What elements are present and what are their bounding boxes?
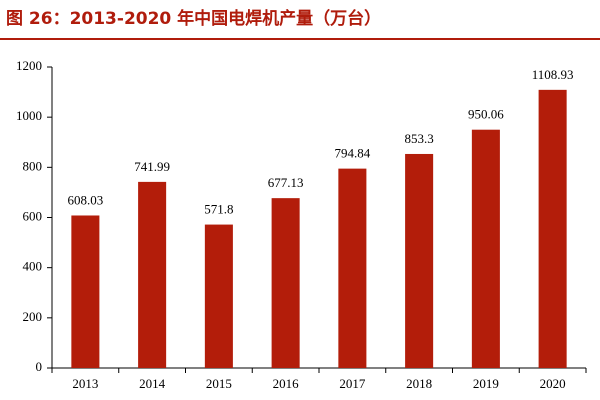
bar — [271, 198, 300, 368]
y-tick-label: 0 — [36, 359, 43, 374]
y-tick-label: 600 — [23, 208, 43, 223]
bar — [338, 168, 367, 368]
x-tick-label: 2015 — [206, 376, 232, 391]
bar — [471, 129, 500, 368]
x-tick-label: 2014 — [139, 376, 166, 391]
x-tick-label: 2017 — [339, 376, 366, 391]
bar — [71, 215, 100, 368]
y-tick-label: 1000 — [16, 108, 42, 123]
data-label: 741.99 — [134, 159, 170, 174]
bar — [405, 153, 434, 368]
data-label: 608.03 — [68, 192, 104, 207]
data-label: 571.8 — [204, 202, 233, 217]
data-label: 950.06 — [468, 107, 504, 122]
bar — [138, 181, 167, 368]
bar — [204, 224, 233, 368]
data-label: 794.84 — [335, 146, 371, 161]
y-tick-label: 800 — [23, 158, 43, 173]
x-tick-label: 2019 — [473, 376, 499, 391]
data-label: 1108.93 — [532, 67, 574, 82]
x-tick-label: 2018 — [406, 376, 432, 391]
data-label: 853.3 — [405, 131, 434, 146]
data-label: 677.13 — [268, 175, 304, 190]
y-tick-label: 200 — [23, 309, 43, 324]
bar — [538, 89, 567, 369]
y-tick-label: 400 — [23, 259, 43, 274]
x-tick-label: 2020 — [540, 376, 566, 391]
chart-title: 图 26：2013-2020 年中国电焊机产量（万台） — [6, 8, 381, 29]
x-tick-label: 2013 — [72, 376, 98, 391]
x-tick-label: 2016 — [273, 376, 300, 391]
y-tick-label: 1200 — [16, 58, 42, 73]
